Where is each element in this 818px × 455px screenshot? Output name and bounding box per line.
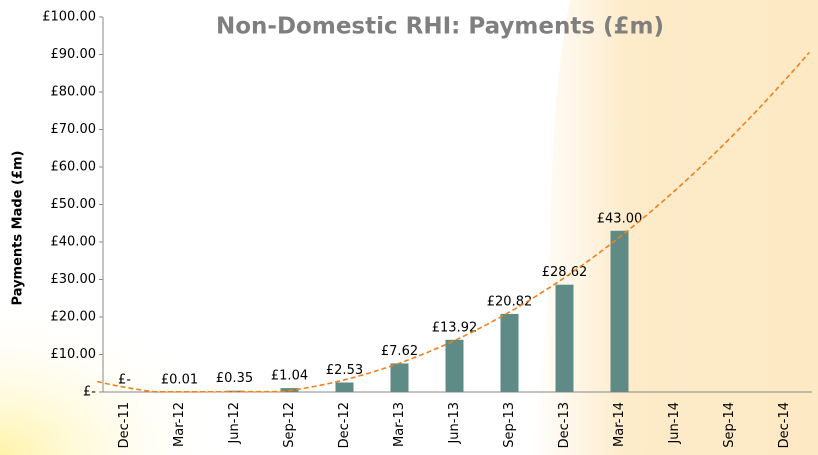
value-label: £0.35 [216, 371, 253, 386]
y-tick-label: £80.00 [51, 85, 97, 100]
value-label: £0.01 [161, 372, 198, 387]
y-tick-label: £30.00 [51, 272, 97, 287]
bar [335, 382, 354, 392]
bar [390, 363, 409, 392]
background-glow [0, 300, 230, 455]
x-tick-label: Jun-14 [667, 402, 682, 445]
trendline [96, 51, 810, 393]
x-tick-label: Sep-13 [502, 402, 517, 448]
x-tick-label: Sep-12 [282, 402, 297, 448]
x-tick-label: Mar-13 [392, 402, 407, 447]
y-tick-label: £20.00 [51, 310, 97, 325]
y-tick-label: £10.00 [51, 347, 97, 362]
value-label: £1.04 [271, 369, 308, 384]
y-tick-label: £- [83, 385, 96, 400]
value-label: £43.00 [597, 211, 643, 226]
value-label: £13.92 [432, 320, 478, 335]
bar [555, 284, 574, 392]
value-label: £7.62 [381, 344, 418, 359]
y-tick-label: £90.00 [51, 47, 97, 62]
y-tick-label: £100.00 [42, 10, 96, 25]
x-tick-label: Dec-11 [117, 402, 132, 448]
y-axis-label: Payments Made (£m) [11, 151, 26, 306]
chart-title: Non-Domestic RHI: Payments (£m) [216, 14, 664, 40]
x-tick-label: Jun-12 [227, 402, 242, 445]
x-tick-label: Sep-14 [722, 402, 737, 448]
value-label: £20.82 [487, 294, 533, 309]
y-tick-label: £70.00 [51, 122, 97, 137]
value-label: £- [118, 373, 131, 388]
x-tick-label: Mar-12 [172, 402, 187, 447]
y-tick-label: £60.00 [51, 160, 97, 175]
background-glow [530, 0, 818, 455]
bar [445, 339, 464, 392]
x-tick-label: Dec-13 [557, 402, 572, 448]
x-tick-label: Dec-14 [777, 402, 792, 448]
bar [500, 313, 519, 392]
x-tick-label: Dec-12 [337, 402, 352, 448]
y-tick-label: £50.00 [51, 197, 97, 212]
x-tick-label: Jun-13 [447, 402, 462, 445]
bar [610, 230, 629, 392]
y-tick-label: £40.00 [51, 235, 97, 250]
x-tick-label: Mar-14 [612, 402, 627, 447]
value-label: £2.53 [326, 363, 363, 378]
